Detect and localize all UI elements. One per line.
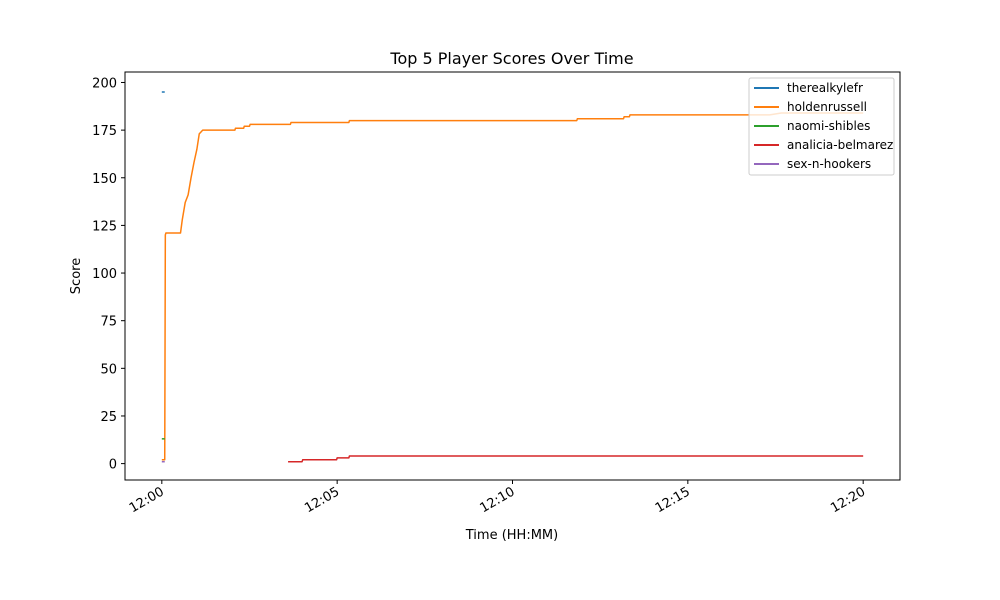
y-tick-label: 200 [92,76,117,91]
series-layer [161,91,864,463]
x-tick-label: 12:15 [653,484,693,516]
y-tick-label: 0 [109,458,117,473]
x-axis-label: Time (HH:MM) [465,528,558,543]
x-tick-label: 12:20 [828,484,868,516]
legend-label-0: therealkylefr [787,81,863,95]
legend-label-1: holdenrussell [787,100,867,114]
y-tick-label: 125 [92,219,117,234]
x-tick-label: 12:05 [302,484,342,516]
series-line-3 [288,455,864,463]
legend-label-4: sex-n-hookers [787,157,871,171]
y-tick-label: 75 [100,315,117,330]
y-tick-label: 25 [100,410,117,425]
legend: therealkylefr holdenrussell naomi-shibles a… [748,77,895,176]
series-line-1 [161,112,864,461]
x-tick-label: 12:10 [478,484,518,516]
y-axis: 0 25 50 75 100 125 150 175 200 [92,76,125,473]
chart-title: Top 5 Player Scores Over Time [389,49,633,68]
x-axis: 12:00 12:05 12:10 12:15 12:20 [127,480,868,516]
legend-label-2: naomi-shibles [787,119,870,133]
y-axis-label: Score [69,258,84,294]
y-tick-label: 100 [92,267,117,282]
x-tick-label: 12:00 [127,484,167,516]
legend-box [748,77,895,176]
y-tick-label: 175 [92,124,117,139]
legend-label-3: analicia-belmarez [787,138,893,152]
y-tick-label: 150 [92,172,117,187]
y-tick-label: 50 [100,362,117,377]
